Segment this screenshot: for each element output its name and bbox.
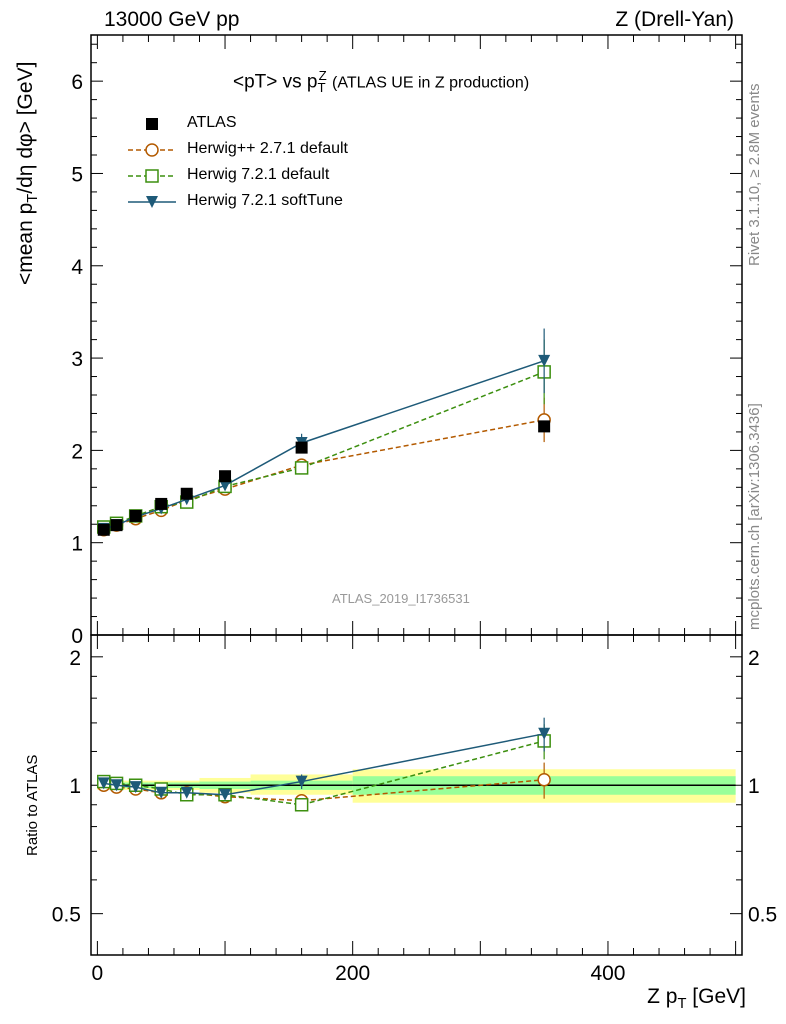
main-data-point xyxy=(294,461,309,475)
ratio-data-point xyxy=(180,786,193,799)
ratio-data-point xyxy=(295,775,308,788)
main-series-line xyxy=(103,360,545,530)
main-data-point xyxy=(538,354,551,367)
plot-title-main: <pT> vs p xyxy=(233,71,318,93)
legend-marker xyxy=(146,118,158,130)
main-panel-frame xyxy=(90,34,743,636)
ratio-data-point xyxy=(219,788,232,801)
main-y-tick-label: 0 xyxy=(71,625,83,648)
ratio-data-point xyxy=(294,798,309,812)
plot-title: <pT> vs pTZ (ATLAS UE in Z production) xyxy=(233,68,529,95)
legend-entry-label: ATLAS xyxy=(187,114,237,131)
main-data-point xyxy=(180,487,193,500)
main-data-point xyxy=(110,519,123,532)
ratio-y-tick-label: 0.5 xyxy=(52,904,81,927)
ratio-data-point xyxy=(129,781,142,794)
ratio-data-point xyxy=(110,779,123,792)
main-data-point xyxy=(295,441,308,454)
x-tick-label: 200 xyxy=(335,962,370,985)
x-axis-label-sub: T xyxy=(677,996,687,1013)
main-data-point xyxy=(219,479,232,492)
ratio-panel-frame xyxy=(90,634,743,956)
main-y-tick-label: 4 xyxy=(71,256,83,279)
header-left: 13000 GeV pp xyxy=(104,8,240,31)
ratio-y-tick-label-right: 1 xyxy=(748,775,760,798)
main-data-point xyxy=(129,509,142,522)
legend-marker xyxy=(145,143,159,157)
main-y-tick-label: 2 xyxy=(71,440,83,463)
ratio-y-tick-label: 2 xyxy=(69,647,81,670)
ratio-data-point xyxy=(97,777,110,790)
main-series-line xyxy=(103,371,545,528)
plot-title-sub: T xyxy=(317,80,326,96)
x-tick-label: 400 xyxy=(590,962,625,985)
ratio-data-point xyxy=(538,727,551,740)
main-y-tick-label: 6 xyxy=(71,71,83,94)
main-series-line xyxy=(103,419,545,531)
main-data-point xyxy=(97,523,110,536)
x-axis-label: Z pT [GeV] xyxy=(647,985,746,1012)
main-y-tick-label: 1 xyxy=(71,533,83,556)
main-data-point xyxy=(155,497,168,510)
x-tick-label: 0 xyxy=(92,962,104,985)
main-data-point xyxy=(538,420,551,433)
ratio-y-tick-label: 1 xyxy=(69,775,81,798)
plot-title-small: (ATLAS UE in Z production) xyxy=(332,74,530,92)
ratio-series-line xyxy=(103,733,545,796)
x-axis-label-rest: [GeV] xyxy=(686,985,746,1008)
main-y-tick-label: 5 xyxy=(71,163,83,186)
plot-title-sup: Z xyxy=(318,68,327,83)
legend-marker xyxy=(146,196,158,208)
ratio-data-point xyxy=(155,786,168,799)
legend-entry-label: Herwig 7.2.1 softTune xyxy=(187,192,343,209)
ratio-y-tick-label-right: 2 xyxy=(748,647,760,670)
legend-entry-label: Herwig 7.2.1 default xyxy=(187,166,330,183)
main-data-point xyxy=(219,470,232,483)
main-y-tick-label: 3 xyxy=(71,348,83,371)
legend-entry-label: Herwig++ 2.7.1 default xyxy=(187,140,348,157)
header-right: Z (Drell-Yan) xyxy=(615,8,734,31)
x-axis-label-text: Z p xyxy=(647,985,678,1008)
ratio-data-point xyxy=(537,773,551,787)
ratio-y-tick-label-right: 0.5 xyxy=(748,904,777,927)
analysis-id: ATLAS_2019_I1736531 xyxy=(332,591,470,606)
legend-marker xyxy=(145,169,159,183)
